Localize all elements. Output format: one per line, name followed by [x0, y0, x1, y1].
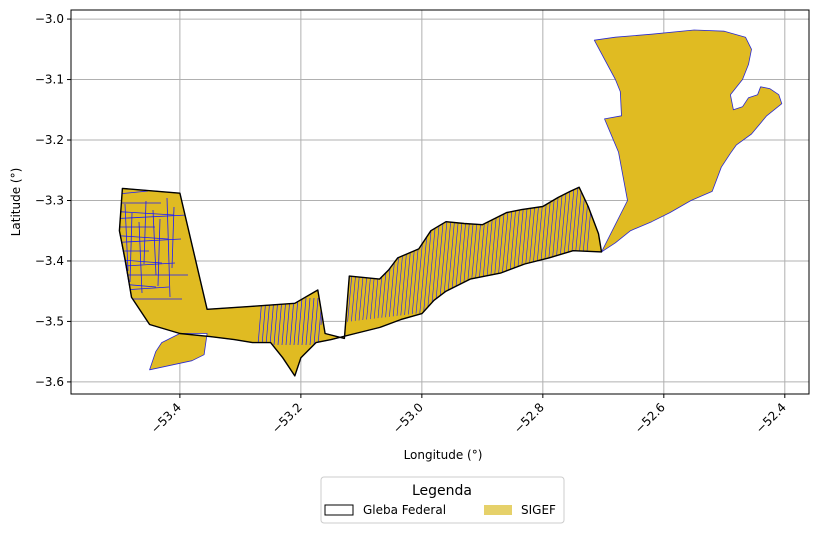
parcel-west-h-2	[119, 210, 175, 216]
parcel-mid-11	[301, 297, 307, 346]
y-tick-label-6: −3.6	[35, 375, 64, 389]
parcel-west-v-8	[171, 206, 175, 269]
y-tick-label-5: −3.5	[35, 314, 64, 328]
y-tick-label-2: −3.2	[35, 133, 64, 147]
parcel-mid-14	[313, 297, 319, 346]
y-axis-ticks: −3.0 −3.1 −3.2 −3.3 −3.4 −3.5 −3.6	[35, 12, 71, 389]
parcel-west-v-4	[143, 200, 147, 265]
legend-swatch-gleba	[324, 504, 354, 516]
y-axis-title: Latitude (°)	[9, 168, 23, 237]
legend-label-sigef: SIGEF	[521, 503, 556, 517]
x-tick-label-4: −52.6	[632, 400, 668, 436]
parcel-mid-12	[305, 297, 311, 346]
parcel-west-v-1	[124, 203, 129, 272]
parcel-west-v-7	[166, 197, 171, 298]
parcel-west-h-0	[119, 190, 149, 196]
parcel-mid-2	[265, 297, 271, 346]
legend-label-gleba: Gleba Federal	[363, 503, 446, 517]
x-tick-label-5: −52.4	[753, 400, 789, 436]
parcel-mid-6	[281, 297, 287, 346]
x-axis-ticks: −53.4 −53.2 −53.0 −52.8 −52.6 −52.4	[148, 394, 789, 436]
parcel-mid-7	[285, 297, 291, 346]
parcel-mid-13	[309, 297, 315, 346]
parcel-mid-9	[293, 297, 299, 346]
x-axis-title: Longitude (°)	[404, 448, 483, 462]
x-tick-label-0: −53.4	[148, 400, 184, 436]
legend: Legenda Gleba Federal SIGEF	[320, 476, 565, 524]
parcel-west-v-5	[152, 209, 157, 276]
y-tick-label-3: −3.3	[35, 193, 64, 207]
x-tick-label-1: −53.2	[269, 400, 305, 436]
parcel-mid-5	[277, 297, 283, 346]
parcel-west-h-5	[119, 234, 169, 240]
x-tick-label-2: −53.0	[390, 400, 426, 436]
y-tick-label-0: −3.0	[35, 12, 64, 26]
plot-frame	[70, 9, 810, 395]
parcel-mid-3	[269, 297, 275, 346]
gleba-federal-boundary	[118, 186, 603, 377]
parcel-west-v-6	[157, 218, 161, 287]
legend-title: Legenda	[412, 483, 472, 499]
parcel-west-h-12	[119, 286, 170, 292]
parcel-west-v-2	[129, 212, 133, 283]
parcel-mid-4	[273, 297, 279, 346]
parcel-west-h-8	[119, 258, 163, 264]
parcel-west-v-3	[138, 221, 143, 294]
y-tick-label-4: −3.4	[35, 254, 64, 268]
parcel-mid-10	[297, 297, 303, 346]
parcel-mid-8	[289, 297, 295, 346]
y-tick-label-1: −3.1	[35, 73, 64, 87]
parcel-west-h-11	[119, 282, 157, 288]
legend-swatch-sigef	[484, 505, 512, 515]
parcel-west-h-9	[119, 262, 176, 268]
x-tick-label-3: −52.8	[511, 400, 547, 436]
